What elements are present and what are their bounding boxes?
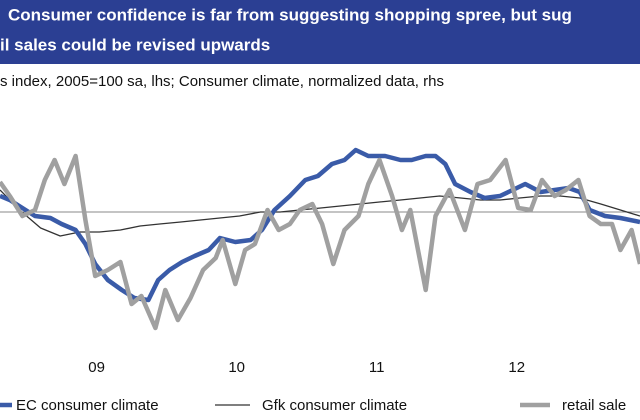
- series-line: [0, 153, 640, 331]
- x-tick-label: 10: [228, 359, 245, 376]
- legend-label: EC consumer climate: [16, 397, 159, 414]
- x-tick-label: 12: [508, 359, 525, 376]
- legend-label: retail sale: [562, 397, 626, 414]
- chart-title: il sales could be revised upwards: [0, 35, 270, 54]
- title-banner: [0, 0, 640, 64]
- x-tick-label: 09: [88, 359, 105, 376]
- subtitle: s index, 2005=100 sa, lhs; Consumer clim…: [0, 73, 444, 90]
- chart-title: Consumer confidence is far from suggesti…: [8, 5, 572, 24]
- series-line: [0, 189, 640, 237]
- legend-label: Gfk consumer climate: [262, 397, 407, 414]
- series-line: [0, 147, 640, 303]
- x-tick-label: 11: [369, 359, 385, 376]
